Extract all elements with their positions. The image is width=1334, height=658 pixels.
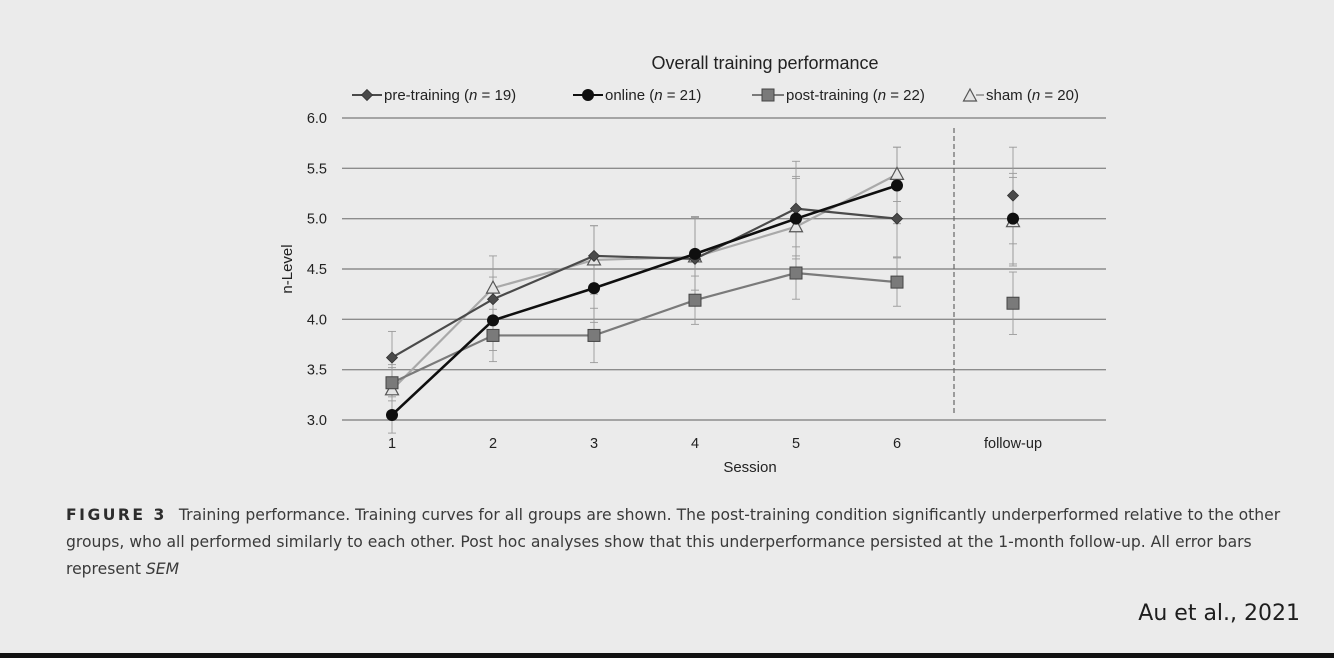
legend-n-label: n: [469, 87, 477, 104]
legend-item-pre-training: pre-training (n = 19): [352, 87, 516, 104]
legend-marker: [962, 87, 978, 102]
data-point-pre-training: [1006, 189, 1020, 202]
y-tick-label: 5.5: [307, 161, 327, 177]
data-point-post-training: [789, 266, 803, 280]
data-point-online: [891, 179, 903, 192]
y-tick-label: 3.5: [307, 363, 327, 379]
x-tick-label: 4: [691, 436, 699, 452]
data-point-sham: [889, 166, 905, 180]
data-point-online: [790, 212, 802, 225]
caption-sem-term: SEM: [145, 560, 180, 578]
data-point-pre-training: [890, 212, 904, 225]
data-point-post-training: [486, 328, 500, 342]
series-layer: [384, 146, 1021, 434]
legend-label: post-training (n = 22): [786, 87, 925, 104]
chart: 3.0 3.5 4.0 4.5 5.0 5.5 6.0 1 2 3 4 5 6 follow-up pre…: [279, 53, 1106, 476]
data-point-sham: [485, 279, 501, 294]
y-tick-label: 5.0: [307, 212, 327, 228]
legend-n-label: n: [1032, 87, 1040, 104]
x-tick-label: 3: [590, 436, 598, 452]
data-point-pre-training: [587, 249, 601, 262]
legend-item-sham: sham (n = 20): [962, 87, 1079, 104]
legend-item-post-training: post-training (n = 22): [752, 87, 925, 104]
y-tick-label: 4.0: [307, 312, 327, 328]
x-tick-label: 2: [489, 436, 497, 452]
data-point-pre-training: [486, 293, 500, 306]
legend-n-value: = 22): [886, 87, 925, 104]
legend-n-label: n: [878, 87, 886, 104]
legend-series-name: post-training: [786, 87, 869, 104]
legend: pre-training (n = 19) online (n = 21) post…: [352, 87, 1079, 104]
legend-paren: (: [645, 87, 654, 104]
chart-title: Overall training performance: [651, 53, 878, 73]
legend-paren: (: [460, 87, 469, 104]
data-point-post-training: [688, 293, 702, 307]
gridlines: [342, 117, 1106, 421]
citation: Au et al., 2021: [1138, 601, 1300, 626]
data-point-pre-training: [385, 351, 399, 364]
legend-paren: (: [869, 87, 878, 104]
y-axis-title: n-Level: [279, 244, 296, 293]
y-tick-label: 6.0: [307, 111, 327, 127]
legend-label: online (n = 21): [605, 87, 701, 104]
caption-text: Training performance. Training curves fo…: [66, 506, 1281, 578]
legend-n-value: = 20): [1040, 87, 1079, 104]
series-line-online: [391, 184, 898, 416]
x-tick-label: 5: [792, 436, 800, 452]
legend-series-name: sham: [986, 87, 1023, 104]
legend-marker: [360, 88, 374, 102]
legend-n-label: n: [654, 87, 662, 104]
legend-series-name: pre-training: [384, 87, 460, 104]
legend-marker: [582, 89, 594, 101]
x-tick-label: follow-up: [984, 436, 1042, 452]
data-point-sham: [788, 218, 804, 233]
figure-caption: FIGURE 3 Training performance. Training c…: [66, 502, 1316, 583]
legend-label: pre-training (n = 19): [384, 87, 516, 104]
legend-n-value: = 19): [477, 87, 516, 104]
legend-item-online: online (n = 21): [573, 87, 701, 104]
data-point-post-training: [587, 328, 601, 342]
axes: 3.0 3.5 4.0 4.5 5.0 5.5 6.0 1 2 3 4 5 6 follow-up: [307, 111, 1042, 452]
data-point-online: [689, 247, 701, 260]
data-point-online: [487, 314, 499, 327]
data-point-online: [1007, 212, 1019, 225]
legend-series-name: online: [605, 87, 645, 104]
data-point-online: [386, 408, 398, 421]
x-tick-label: 6: [893, 436, 901, 452]
series-line-pre-training: [391, 207, 898, 359]
y-tick-label: 4.5: [307, 262, 327, 278]
x-axis-title: Session: [723, 459, 776, 476]
data-point-pre-training: [789, 202, 803, 215]
series-line-post-training: [391, 271, 898, 384]
legend-marker: [761, 88, 775, 102]
y-tick-label: 3.0: [307, 413, 327, 429]
legend-paren: (: [1023, 87, 1032, 104]
data-point-post-training: [385, 376, 399, 390]
series-line-sham: [391, 173, 898, 391]
bottom-border: [0, 653, 1334, 658]
legend-label: sham (n = 20): [986, 87, 1079, 104]
data-point-post-training: [890, 275, 904, 289]
x-tick-label: 1: [388, 436, 396, 452]
legend-n-value: = 21): [663, 87, 702, 104]
figure-label: FIGURE 3: [66, 506, 167, 524]
data-point-online: [588, 282, 600, 295]
data-point-post-training: [1006, 296, 1020, 310]
